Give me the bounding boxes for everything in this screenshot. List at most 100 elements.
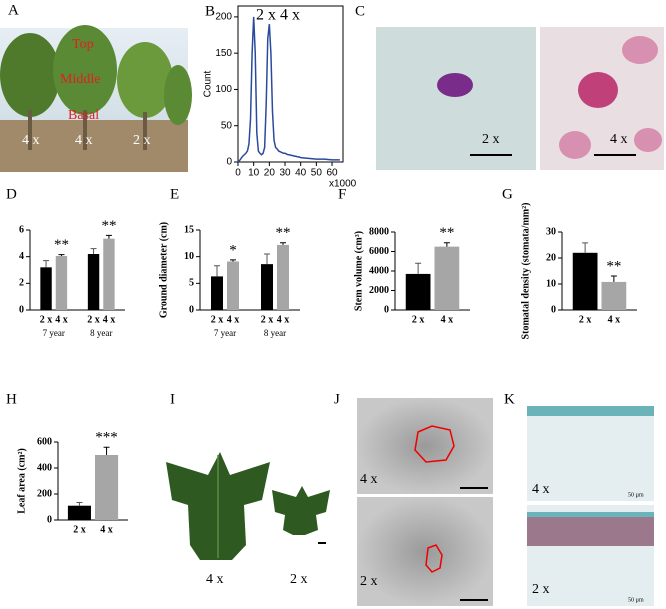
- y-axis-label: Count: [203, 70, 214, 97]
- x-tick-label: 4 x: [55, 314, 68, 325]
- x-tick-label: 2 x: [211, 314, 224, 325]
- error-bar: [582, 242, 589, 253]
- x-tick-label: 4 x: [227, 314, 240, 325]
- panel-label: K: [504, 391, 515, 407]
- x-tick-label: 60: [326, 168, 338, 179]
- panel-label: F: [338, 186, 346, 202]
- y-tick-label: 0: [551, 304, 556, 315]
- photo-leaves: [166, 452, 330, 560]
- annotation: 2 x: [256, 7, 276, 24]
- error-bar: [264, 253, 270, 265]
- error-bar: [76, 501, 83, 506]
- x-tick-label: 30: [279, 168, 291, 179]
- y-tick-label: 6000: [369, 246, 389, 257]
- photo-label: 4 x: [75, 133, 93, 148]
- y-tick-label: 0: [226, 157, 232, 168]
- error-bar: [43, 260, 50, 268]
- bar: [211, 276, 223, 310]
- y-tick-label: 0: [47, 514, 52, 525]
- significance: *: [229, 242, 237, 258]
- x-tick-label: 2 x: [261, 314, 274, 325]
- bar: [67, 505, 91, 520]
- y-tick-label: 20: [546, 252, 556, 263]
- panel-label: D: [6, 186, 17, 202]
- x-tick-label: 2 x: [579, 314, 592, 325]
- photo-labels: Top Middle Basal 4 x 4 x 2 x 2 x 4 x 4 x…: [22, 37, 644, 603]
- error-bar: [415, 262, 422, 274]
- group-label: 8 year: [264, 328, 286, 338]
- y-tick-label: 4000: [369, 265, 389, 276]
- photo-histology: [527, 406, 654, 606]
- y-tick-label: 150: [215, 48, 232, 59]
- panel-letters: A B C D E F G H I J K: [6, 2, 515, 407]
- photo-label: 50 µm: [628, 597, 644, 603]
- significance: **: [606, 258, 621, 274]
- x-tick-label: 4 x: [441, 314, 454, 325]
- y-axis-label: Stem volume (cm³): [353, 231, 364, 311]
- y-tick-label: 50: [221, 120, 233, 131]
- photo-chromosomes: [376, 27, 664, 170]
- photo-label: 2 x: [133, 133, 151, 148]
- panel-label: A: [8, 2, 19, 18]
- error-bar: [58, 254, 65, 256]
- y-tick-label: 0: [19, 304, 24, 315]
- panel-label: J: [334, 391, 340, 407]
- photo-label: Basal: [68, 108, 99, 123]
- significance: ***: [95, 430, 118, 446]
- error-bar: [214, 265, 220, 277]
- photo-label: 2 x: [360, 574, 378, 589]
- bar: [95, 455, 119, 520]
- y-tick-label: 10: [546, 278, 556, 289]
- panel-label: G: [502, 186, 513, 202]
- photo-label: Top: [72, 37, 94, 52]
- x-tick-label: 4 x: [608, 314, 621, 325]
- bar: [405, 273, 431, 310]
- photo-label: 2 x: [482, 132, 500, 147]
- significance: **: [54, 237, 69, 253]
- photo-label: 4 x: [22, 133, 40, 148]
- panel-label: H: [6, 391, 17, 407]
- panel-label: C: [355, 3, 365, 19]
- photo-label: 4 x: [610, 132, 628, 147]
- bar: [227, 261, 239, 310]
- y-tick-label: 0: [189, 304, 194, 315]
- x-tick-label: 40: [295, 168, 307, 179]
- y-axis-label: Leaf area (cm²): [16, 448, 27, 514]
- photo-trees: [0, 25, 192, 172]
- bar: [55, 256, 68, 310]
- x-tick-label: 4 x: [103, 314, 116, 325]
- y-tick-label: 200: [215, 12, 232, 23]
- error-bar: [610, 275, 617, 282]
- significance: **: [276, 225, 291, 241]
- y-tick-label: 200: [37, 488, 52, 499]
- y-tick-label: 400: [37, 462, 52, 473]
- error-bar: [280, 242, 286, 245]
- y-tick-label: 8000: [369, 226, 389, 237]
- x-tick-label: 20: [264, 168, 276, 179]
- y-tick-label: 0: [384, 304, 389, 315]
- panel-label: I: [170, 391, 175, 407]
- y-tick-label: 600: [37, 436, 52, 447]
- photo-label: 2 x: [532, 582, 550, 597]
- bar: [434, 246, 460, 310]
- y-tick-label: 2: [19, 278, 24, 289]
- y-tick-label: 6: [19, 224, 24, 235]
- x-tick-label: 4 x: [100, 524, 113, 535]
- error-bar: [103, 446, 110, 455]
- x-tick-label: 4 x: [277, 314, 290, 325]
- error-bar: [443, 242, 450, 247]
- x-tick-label: 2 x: [40, 314, 53, 325]
- significance: **: [101, 218, 116, 234]
- panel-label: E: [170, 186, 179, 202]
- bar: [601, 281, 627, 310]
- photo-label: 4 x: [360, 472, 378, 487]
- photo-label: 50 µm: [628, 492, 644, 498]
- bar: [87, 254, 100, 310]
- y-tick-label: 30: [546, 226, 556, 237]
- bar: [40, 267, 52, 310]
- x-tick-label: 2 x: [87, 314, 100, 325]
- photo-label: 4 x: [206, 572, 224, 587]
- bar: [277, 244, 289, 310]
- x-tick-label: 50: [311, 168, 323, 179]
